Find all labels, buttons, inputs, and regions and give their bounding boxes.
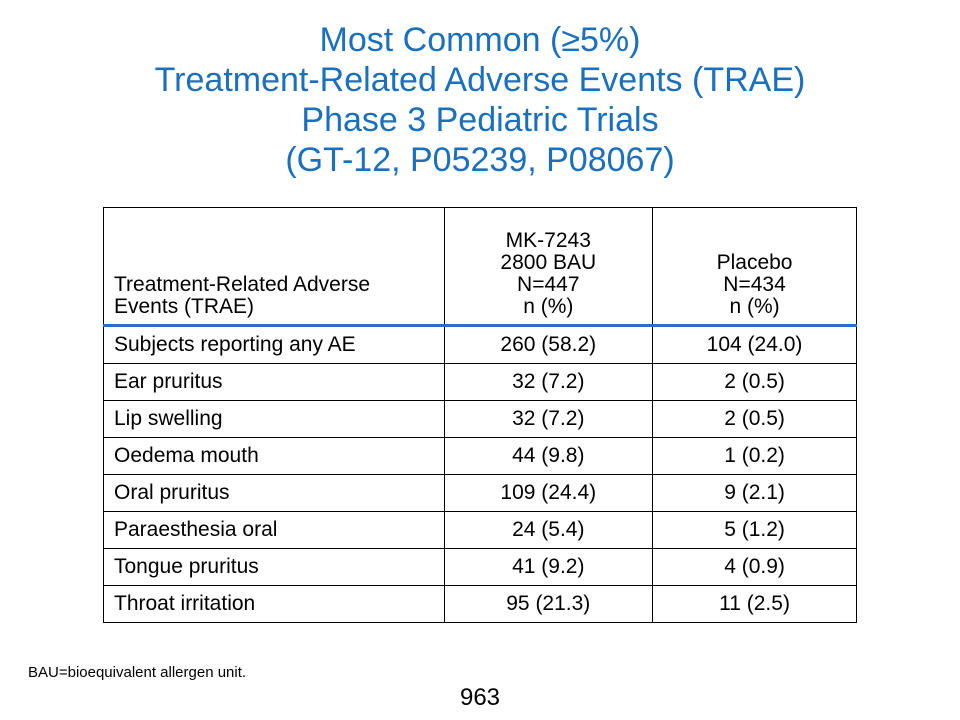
cell-placebo: 2 (0.5) bbox=[652, 363, 857, 401]
cell-event: Oedema mouth bbox=[103, 437, 445, 475]
cell-placebo: 1 (0.2) bbox=[652, 437, 857, 475]
cell-event: Ear pruritus bbox=[103, 363, 445, 401]
cell-mk7243: 24 (5.4) bbox=[443, 511, 654, 549]
cell-mk7243: 44 (9.8) bbox=[443, 437, 654, 475]
table-row: Tongue pruritus 41 (9.2) 4 (0.9) bbox=[103, 548, 857, 586]
cell-event: Subjects reporting any AE bbox=[103, 325, 445, 364]
header-placebo-line: Placebo bbox=[716, 251, 793, 274]
table-header-row: Treatment-Related Adverse Events (TRAE) … bbox=[103, 207, 857, 327]
cell-placebo: 104 (24.0) bbox=[652, 325, 857, 364]
cell-placebo: 4 (0.9) bbox=[652, 548, 857, 586]
header-placebo: Placebo N=434 n (%) bbox=[652, 207, 857, 327]
cell-event: Tongue pruritus bbox=[103, 548, 445, 586]
title-line-4: (GT-12, P05239, P08067) bbox=[285, 141, 675, 179]
title-line-2: Treatment-Related Adverse Events (TRAE) bbox=[154, 61, 806, 99]
header-mk7243-line: n (%) bbox=[523, 295, 574, 318]
header-trae: Treatment-Related Adverse Events (TRAE) bbox=[103, 207, 445, 327]
table-row: Oral pruritus 109 (24.4) 9 (2.1) bbox=[103, 474, 857, 512]
title-line-3: Phase 3 Pediatric Trials bbox=[301, 101, 659, 139]
cell-event: Oral pruritus bbox=[103, 474, 445, 512]
table-row: Ear pruritus 32 (7.2) 2 (0.5) bbox=[103, 363, 857, 401]
cell-mk7243: 109 (24.4) bbox=[443, 474, 654, 512]
title-line-1: Most Common (≥5%) bbox=[319, 21, 641, 59]
table-row: Subjects reporting any AE 260 (58.2) 104… bbox=[103, 325, 857, 364]
header-mk7243-line: 2800 BAU bbox=[500, 251, 597, 274]
trae-table: Treatment-Related Adverse Events (TRAE) … bbox=[103, 207, 857, 623]
page-number: 963 bbox=[459, 684, 501, 711]
cell-placebo: 9 (2.1) bbox=[652, 474, 857, 512]
cell-mk7243: 95 (21.3) bbox=[443, 585, 654, 623]
table-row: Oedema mouth 44 (9.8) 1 (0.2) bbox=[103, 437, 857, 475]
slide-title: Most Common (≥5%) Treatment-Related Adve… bbox=[0, 20, 960, 180]
header-mk7243-line: MK-7243 bbox=[505, 229, 591, 252]
cell-placebo: 2 (0.5) bbox=[652, 400, 857, 438]
cell-placebo: 5 (1.2) bbox=[652, 511, 857, 549]
header-mk7243: MK-7243 2800 BAU N=447 n (%) bbox=[443, 207, 654, 327]
footnote: BAU=bioequivalent allergen unit. bbox=[28, 664, 247, 681]
table-row: Throat irritation 95 (21.3) 11 (2.5) bbox=[103, 585, 857, 623]
cell-placebo: 11 (2.5) bbox=[652, 585, 857, 623]
cell-mk7243: 32 (7.2) bbox=[443, 363, 654, 401]
header-trae-line: Events (TRAE) bbox=[114, 295, 255, 318]
header-placebo-line: n (%) bbox=[729, 295, 780, 318]
header-mk7243-line: N=447 bbox=[517, 273, 580, 296]
cell-mk7243: 32 (7.2) bbox=[443, 400, 654, 438]
header-trae-line: Treatment-Related Adverse bbox=[114, 273, 371, 296]
cell-mk7243: 41 (9.2) bbox=[443, 548, 654, 586]
table-row: Lip swelling 32 (7.2) 2 (0.5) bbox=[103, 400, 857, 438]
cell-event: Throat irritation bbox=[103, 585, 445, 623]
table-row: Paraesthesia oral 24 (5.4) 5 (1.2) bbox=[103, 511, 857, 549]
cell-event: Paraesthesia oral bbox=[103, 511, 445, 549]
header-placebo-line: N=434 bbox=[723, 273, 786, 296]
cell-mk7243: 260 (58.2) bbox=[443, 325, 654, 364]
cell-event: Lip swelling bbox=[103, 400, 445, 438]
